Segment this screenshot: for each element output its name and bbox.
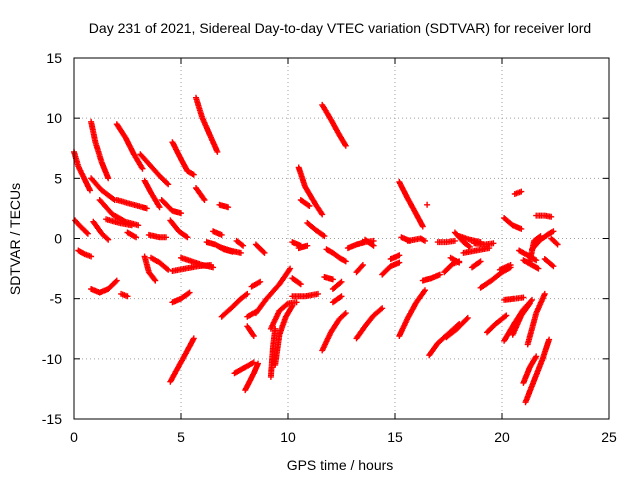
data-point-track [242,360,261,394]
data-point-track [321,274,336,283]
chart-title: Day 231 of 2021, Sidereal Day-to-day VTE… [89,20,591,36]
x-tick-label: 25 [601,429,617,445]
data-point-track [193,94,221,155]
data-point-track [329,293,345,306]
data-point-track [289,290,321,300]
data-point-track [267,299,300,332]
x-tick-label: 10 [280,429,296,445]
data-point-track [88,277,120,296]
data-point-track [167,335,197,385]
data-point-track [141,253,159,284]
data-point-track [169,289,193,306]
data-point-track [520,353,540,386]
data-point-track [178,254,217,271]
data-point-track [103,216,135,229]
x-tick-label: 0 [70,429,78,445]
data-point-track [379,259,403,278]
data-point-track [113,197,150,212]
data-point-track [233,237,247,249]
data-point-track [124,229,140,241]
data-point-track [329,278,345,292]
x-tick-label: 5 [177,429,185,445]
data-point-track [158,197,184,217]
data-point-track [145,231,169,241]
data-point-track [548,235,561,248]
data-point-track [319,101,349,149]
data-point-track [362,236,377,249]
data-point-track [522,336,553,406]
y-tick-label: 5 [54,170,62,186]
data-point-track [118,290,131,300]
data-point-track [272,302,296,368]
x-axis-label: GPS time / hours [287,457,394,473]
data-point-track [231,359,257,377]
data-point-track [216,201,232,211]
data-point-track [529,228,557,253]
y-tick-label: 10 [46,110,62,126]
data-point-track [75,247,95,260]
data-point-track [443,314,471,341]
y-tick-label: 15 [46,50,62,66]
data-point-track [323,246,349,265]
data-point-track [248,278,264,290]
data-point-track [304,219,328,240]
axis-ticks: 0 5 10 15 20 25 -15 -10 -5 0 5 10 15 [42,50,617,445]
data-point-track [141,177,163,211]
data-point-track [72,217,91,237]
data-point-track [244,323,257,339]
data-point-track [319,310,349,354]
data-point-track [524,290,548,348]
data-point-track [484,312,510,336]
data-point-track [193,185,208,203]
data-point-track [496,262,514,273]
data-point-track [90,218,112,243]
data-point-track [501,294,527,303]
data-point-track [88,175,118,203]
data-point-track [216,243,244,256]
data-point-track [297,197,313,209]
data-point-track [419,271,443,284]
data-point-track [252,241,268,256]
data-point-track [396,178,426,230]
data-point-track [148,254,172,273]
data-point-track [404,235,428,244]
data-point-track [501,215,525,232]
data-point-track [167,217,191,241]
data-point-track [387,252,403,262]
data-point-track [471,240,497,248]
data-point-track [509,300,533,338]
data-point-track [88,118,112,182]
data-point-track [210,228,225,238]
x-tick-label: 15 [387,429,403,445]
data-point-track [252,265,294,317]
data-point-track [295,164,326,218]
y-tick-label: -15 [42,411,62,427]
data-point-track [295,242,311,252]
data-point-track [396,287,428,339]
data-point-track [424,201,431,208]
data-point-track [113,121,146,172]
data-point-track [353,305,386,342]
data-point-track [353,262,366,276]
data-point-track [434,237,458,246]
data-point-track [511,188,525,197]
y-tick-label: -5 [50,291,63,307]
data-point-track [541,256,557,270]
data-point-track [169,139,197,178]
x-tick-label: 20 [494,429,510,445]
data-point-track [469,258,484,271]
data-point-track [289,275,304,288]
data-point-track [460,245,493,256]
data-point-track [447,254,463,266]
y-tick-label: -10 [42,351,62,367]
y-axis-label: SDTVAR / TECUs [7,183,23,295]
data-point-track [533,212,555,220]
data-point-track [267,325,279,380]
data-point-track [137,151,172,188]
data-points [71,94,561,406]
y-tick-label: 0 [54,231,62,247]
data-point-track [218,290,251,320]
